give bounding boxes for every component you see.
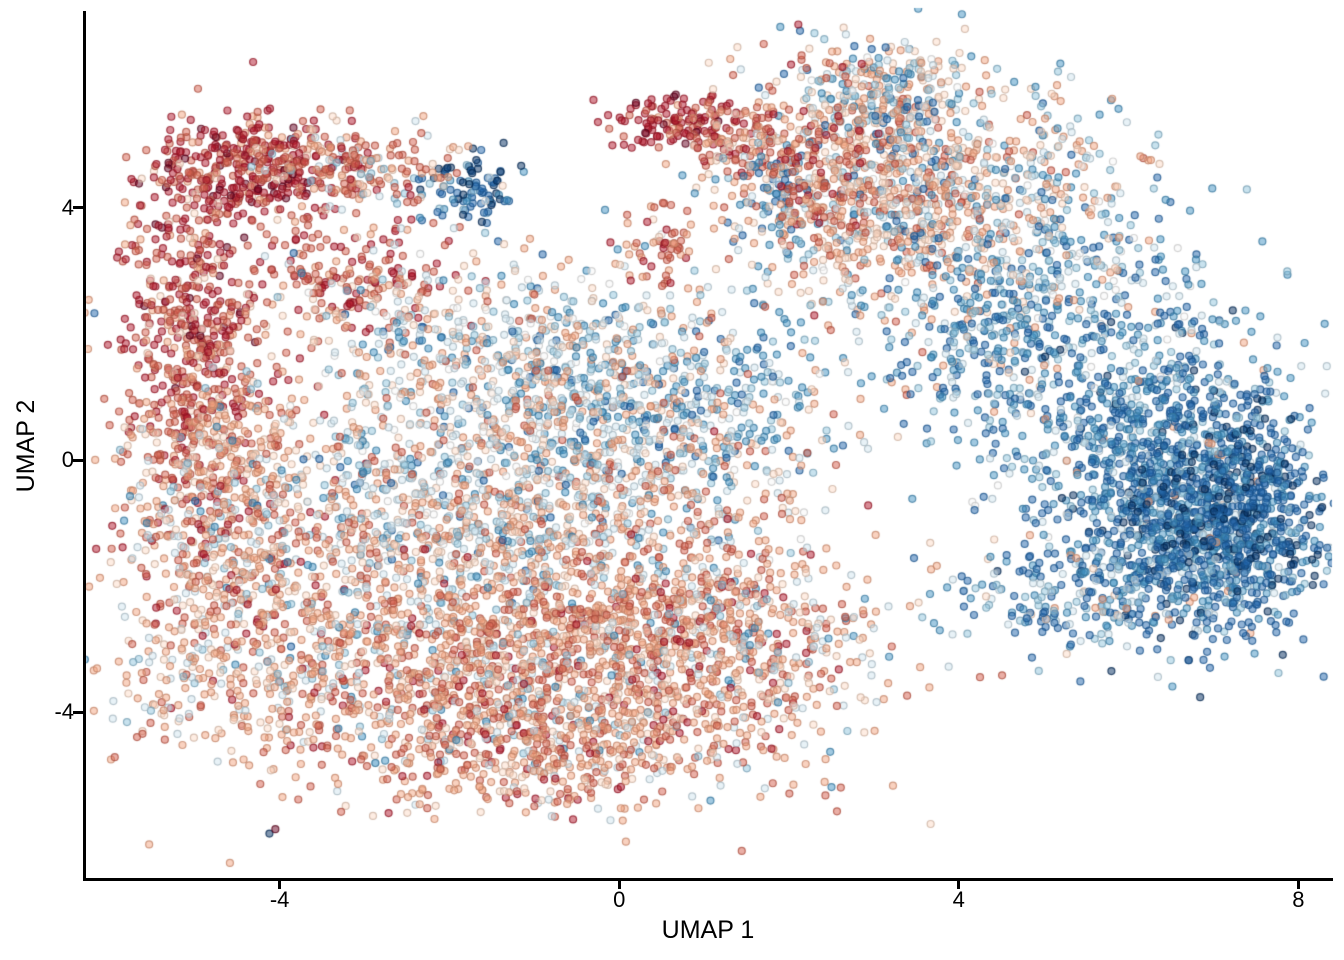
y-axis-title: UMAP 2 (12, 399, 40, 493)
y-tick-label-4: 4 (61, 194, 74, 220)
y-tick-mark (73, 206, 84, 210)
x-tick-mark (617, 878, 621, 889)
x-tick-label-8: 8 (1292, 887, 1305, 912)
x-tick-mark (1296, 878, 1300, 889)
x-tick-label-neg4: -4 (269, 887, 290, 912)
x-tick-label-0: 0 (613, 887, 626, 912)
y-tick-mark (73, 710, 84, 714)
x-tick-label-4: 4 (952, 887, 965, 912)
y-tick-label-neg4: -4 (54, 699, 74, 725)
x-tick-mark (278, 878, 282, 889)
x-axis-line (83, 878, 1333, 881)
y-axis-line (83, 11, 86, 881)
y-tick-label-0: 0 (61, 447, 74, 472)
x-axis-title: UMAP 1 (661, 916, 755, 944)
x-tick-mark (957, 878, 961, 889)
y-tick-mark (73, 458, 84, 462)
